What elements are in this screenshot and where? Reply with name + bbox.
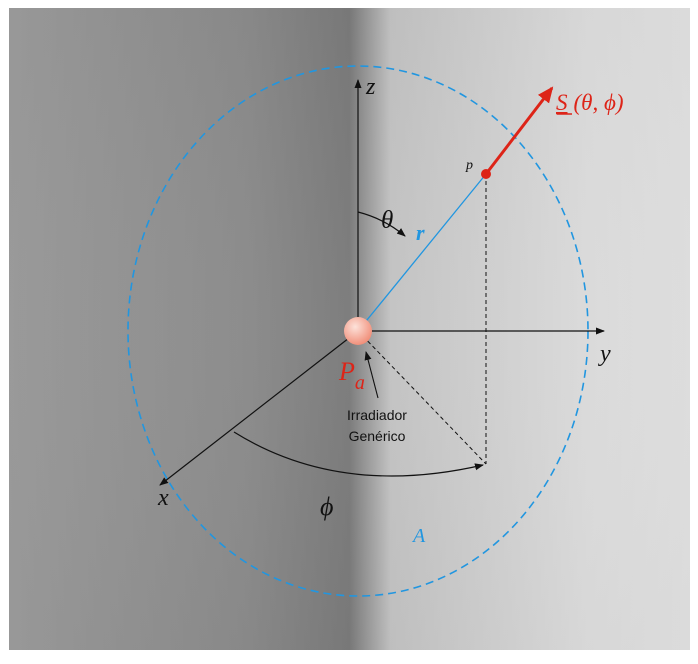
irradiador-label-line1: Irradiador xyxy=(347,407,407,423)
source-pointer-arrow xyxy=(364,351,379,399)
theta-arc xyxy=(357,211,406,237)
radiator-source xyxy=(344,317,372,345)
r-label: r xyxy=(416,220,425,245)
surface-A-label: A xyxy=(411,525,426,547)
x-axis xyxy=(159,330,359,486)
x-axis-label: x xyxy=(157,485,169,511)
projection-xy xyxy=(357,330,487,465)
poynting-vector-arrow xyxy=(484,86,554,175)
phi-arc xyxy=(233,431,484,477)
point-p-marker xyxy=(481,169,491,179)
z-axis-label: z xyxy=(365,74,376,100)
radius-line xyxy=(357,173,487,332)
point-p-label: p xyxy=(465,158,473,173)
poynting-label: S (θ, ϕ) xyxy=(556,90,624,115)
theta-label: θ xyxy=(381,207,393,234)
power-label: Pa xyxy=(338,357,365,394)
irradiador-label-line2: Genérico xyxy=(349,428,406,444)
y-axis-label: y xyxy=(598,341,611,367)
phi-label: ϕ xyxy=(320,492,333,521)
